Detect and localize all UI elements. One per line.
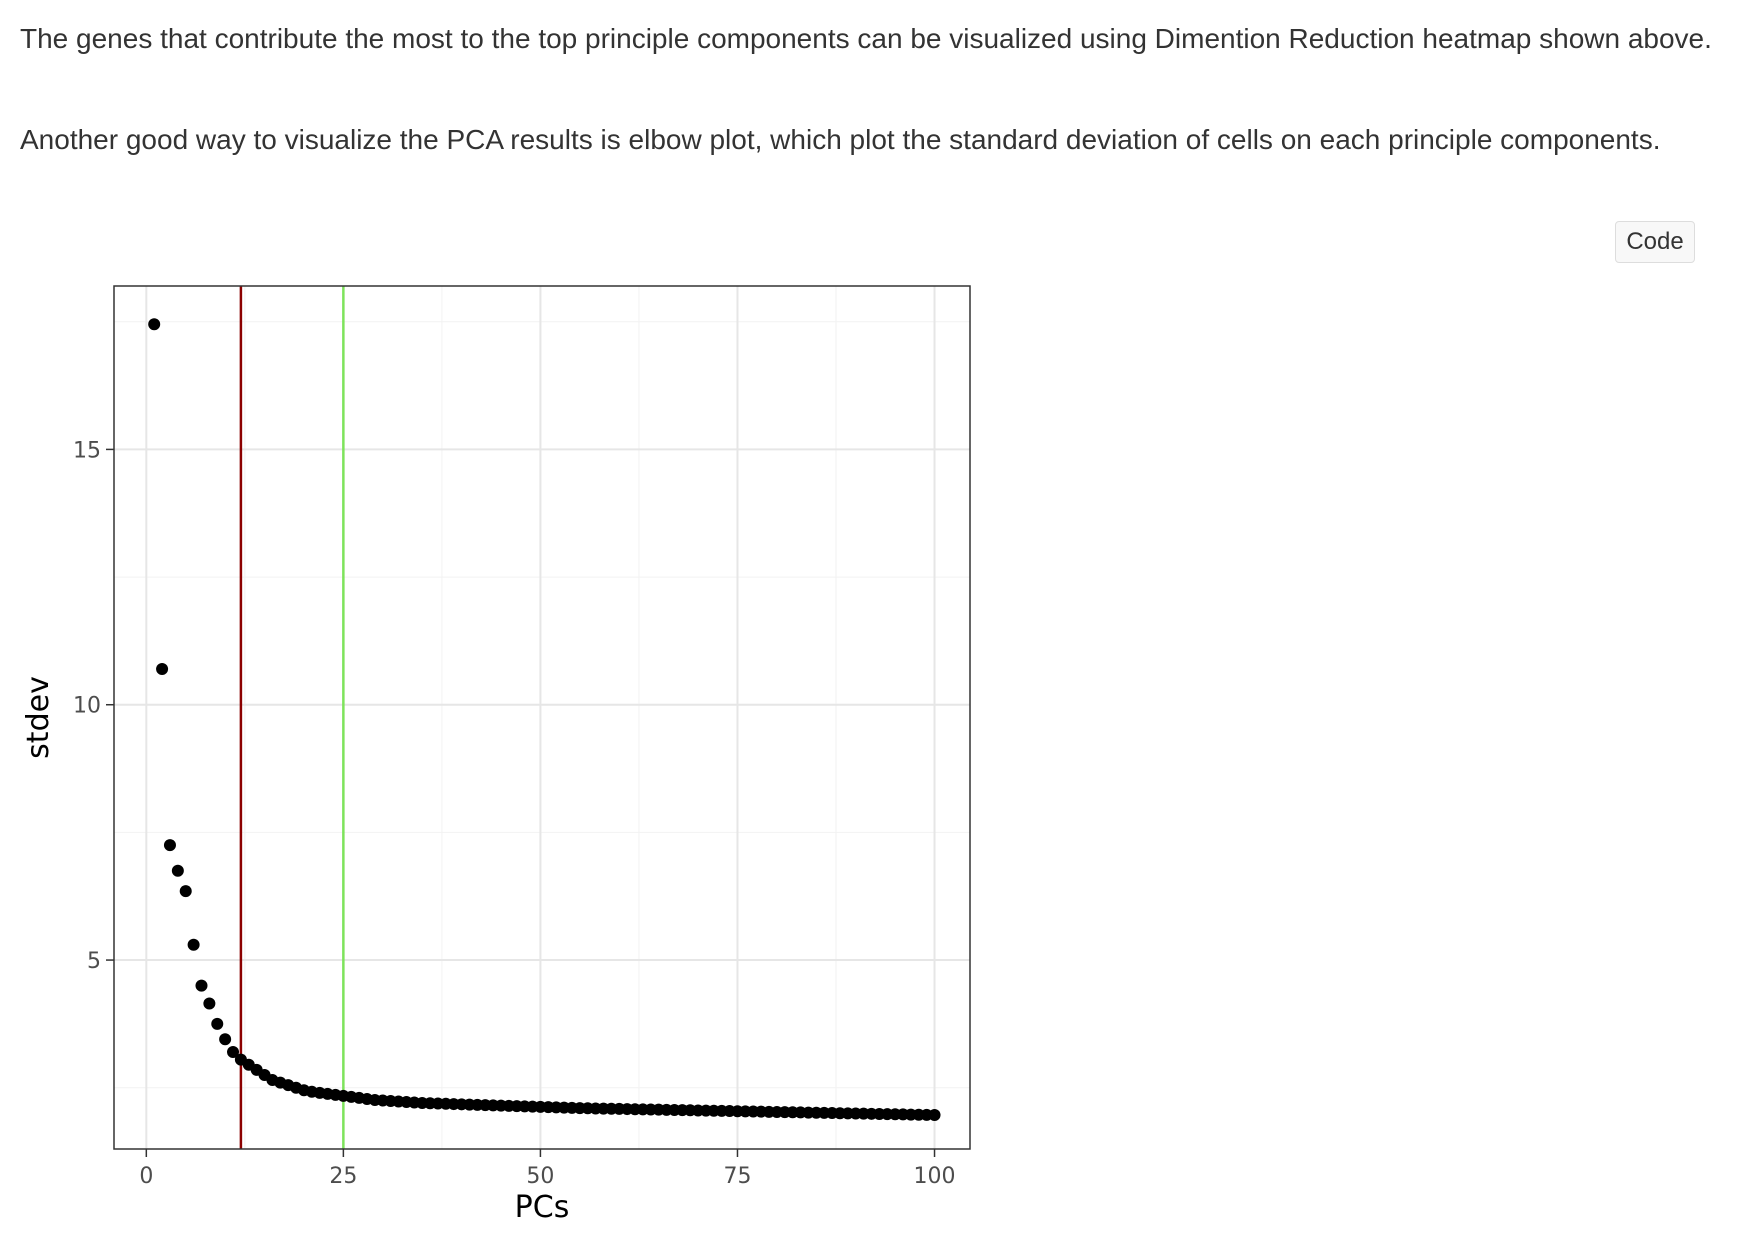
data-point [203,997,216,1010]
x-tick-label: 75 [723,1164,751,1189]
data-point [219,1033,232,1046]
reference-lines [239,286,345,1149]
x-axis: 0 25 50 75 100 [139,1149,956,1189]
elbow-plot: 0 25 50 75 100 5 10 15 PCs stdev [0,270,1000,1240]
panel-border [113,285,971,1150]
data-point [187,938,200,951]
x-tick-label: 100 [914,1164,956,1189]
data-point [928,1109,941,1122]
code-toggle-button[interactable]: Code [1615,221,1695,263]
data-point [156,662,169,675]
data-point [148,318,161,331]
data-points [148,318,941,1122]
data-point [179,885,192,898]
data-point [227,1045,240,1058]
elbow-plot-svg: 0 25 50 75 100 5 10 15 PCs stdev [0,270,1000,1240]
plot-background [0,270,1000,1240]
y-axis: 5 10 15 [73,438,114,974]
y-tick-label: 5 [87,949,101,974]
x-axis-title: PCs [515,1190,570,1225]
data-point [211,1017,224,1030]
paragraph-elbow-note: Another good way to visualize the PCA re… [20,124,1661,155]
y-tick-label: 10 [73,694,101,719]
x-tick-label: 50 [526,1164,554,1189]
data-point [171,864,184,877]
x-tick-label: 25 [329,1164,357,1189]
data-point [195,979,208,992]
data-point [163,839,176,852]
y-tick-label: 15 [73,438,101,463]
minor-gridlines [114,286,970,1149]
paragraph-heatmap-note: The genes that contribute the most to th… [20,23,1712,54]
y-axis-title: stdev [21,676,56,759]
x-tick-label: 0 [139,1164,153,1189]
